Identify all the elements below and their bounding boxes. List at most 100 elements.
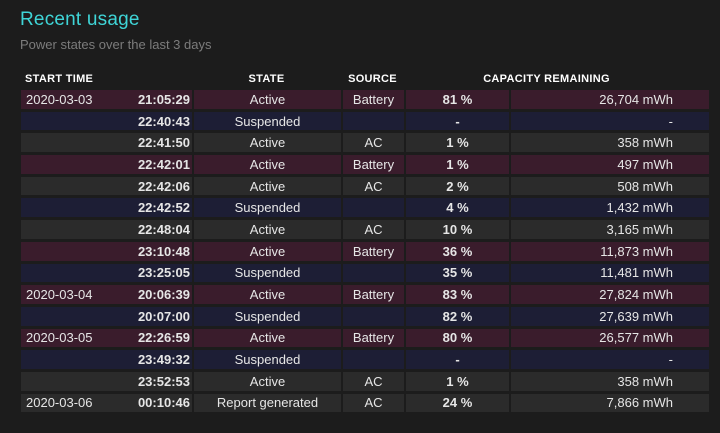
table-row: 22:42:01 Active Battery 1 % 497 mWh [21, 155, 709, 174]
col-header-source: SOURCE [348, 73, 397, 85]
capacity-mwh-cell: 508 mWh [509, 176, 709, 196]
start-date-cell [21, 371, 102, 391]
capacity-percent-cell: 10 % [404, 220, 509, 239]
capacity-mwh-cell: 11,873 mWh [509, 241, 709, 261]
source-cell [341, 350, 404, 369]
capacity-mwh-cell: - [509, 350, 709, 369]
start-date-cell: 2020-03-06 [21, 393, 102, 413]
start-date-cell [21, 306, 102, 326]
start-time-cell: 20:06:39 [102, 285, 192, 304]
start-date-cell: 2020-03-05 [21, 328, 102, 348]
start-date-cell [21, 155, 102, 174]
state-cell: Suspended [192, 198, 341, 218]
start-time-cell: 22:40:43 [102, 111, 192, 131]
table-row: 23:52:53 Active AC 1 % 358 mWh [21, 371, 709, 391]
table-row: 22:40:43 Suspended - - [21, 111, 709, 131]
start-date-cell [21, 133, 102, 153]
capacity-percent-cell: 83 % [404, 285, 509, 304]
start-date-cell: 2020-03-04 [21, 285, 102, 304]
start-date-cell: 2020-03-03 [21, 90, 102, 109]
capacity-percent-cell: 80 % [404, 328, 509, 348]
table-row: 20:07:00 Suspended 82 % 27,639 mWh [21, 306, 709, 326]
capacity-mwh-cell: 26,704 mWh [509, 90, 709, 109]
capacity-mwh-cell: 1,432 mWh [509, 198, 709, 218]
state-cell: Suspended [192, 306, 341, 326]
source-cell [341, 306, 404, 326]
table-row: 22:42:06 Active AC 2 % 508 mWh [21, 176, 709, 196]
start-date-cell [21, 111, 102, 131]
state-cell: Report generated [192, 393, 341, 413]
capacity-mwh-cell: 358 mWh [509, 133, 709, 153]
start-time-cell: 21:05:29 [102, 90, 192, 109]
start-time-cell: 23:25:05 [102, 263, 192, 283]
source-cell: AC [341, 371, 404, 391]
start-time-cell: 00:10:46 [102, 393, 192, 413]
start-time-cell: 22:26:59 [102, 328, 192, 348]
table-row: 2020-03-03 21:05:29 Active Battery 81 % 26,70… [21, 90, 709, 109]
capacity-mwh-cell: - [509, 111, 709, 131]
capacity-percent-cell: - [404, 350, 509, 369]
state-cell: Active [192, 285, 341, 304]
capacity-percent-cell: 82 % [404, 306, 509, 326]
source-cell: AC [341, 176, 404, 196]
start-time-cell: 22:42:01 [102, 155, 192, 174]
start-time-cell: 23:49:32 [102, 350, 192, 369]
table-row: 23:49:32 Suspended - - [21, 350, 709, 369]
source-cell [341, 111, 404, 131]
start-date-cell [21, 176, 102, 196]
start-date-cell [21, 350, 102, 369]
source-cell: Battery [341, 285, 404, 304]
capacity-mwh-cell: 27,824 mWh [509, 285, 709, 304]
state-cell: Suspended [192, 350, 341, 369]
start-time-cell: 23:10:48 [102, 241, 192, 261]
capacity-percent-cell: 4 % [404, 198, 509, 218]
source-cell [341, 198, 404, 218]
recent-usage-table: START TIME STATE SOURCE CAPACITY REMAINI… [21, 68, 709, 415]
source-cell: Battery [341, 328, 404, 348]
capacity-mwh-cell: 27,639 mWh [509, 306, 709, 326]
source-cell: AC [341, 393, 404, 413]
col-header-start-time: START TIME [25, 73, 94, 85]
section-subtitle: Power states over the last 3 days [20, 37, 212, 52]
state-cell: Suspended [192, 111, 341, 131]
capacity-mwh-cell: 497 mWh [509, 155, 709, 174]
start-time-cell: 23:52:53 [102, 371, 192, 391]
start-time-cell: 22:48:04 [102, 220, 192, 239]
capacity-percent-cell: 36 % [404, 241, 509, 261]
capacity-percent-cell: 24 % [404, 393, 509, 413]
table-row: 22:42:52 Suspended 4 % 1,432 mWh [21, 198, 709, 218]
state-cell: Active [192, 371, 341, 391]
table-header-row: START TIME STATE SOURCE CAPACITY REMAINI… [21, 71, 709, 87]
table-row: 2020-03-05 22:26:59 Active Battery 80 % 26,57… [21, 328, 709, 348]
state-cell: Active [192, 155, 341, 174]
start-date-cell [21, 220, 102, 239]
capacity-percent-cell: 1 % [404, 155, 509, 174]
table-row: 23:25:05 Suspended 35 % 11,481 mWh [21, 263, 709, 283]
state-cell: Active [192, 133, 341, 153]
start-time-cell: 20:07:00 [102, 306, 192, 326]
start-time-cell: 22:42:52 [102, 198, 192, 218]
capacity-percent-cell: 2 % [404, 176, 509, 196]
capacity-percent-cell: 1 % [404, 371, 509, 391]
table-row: 2020-03-04 20:06:39 Active Battery 83 % 27,82… [21, 285, 709, 304]
start-date-cell [21, 198, 102, 218]
source-cell: AC [341, 133, 404, 153]
capacity-mwh-cell: 7,866 mWh [509, 393, 709, 413]
source-cell: Battery [341, 241, 404, 261]
source-cell: AC [341, 220, 404, 239]
capacity-percent-cell: 81 % [404, 90, 509, 109]
source-cell: Battery [341, 155, 404, 174]
table-row: 23:10:48 Active Battery 36 % 11,873 mWh [21, 241, 709, 261]
capacity-percent-cell: 1 % [404, 133, 509, 153]
start-time-cell: 22:41:50 [102, 133, 192, 153]
capacity-mwh-cell: 26,577 mWh [509, 328, 709, 348]
capacity-mwh-cell: 11,481 mWh [509, 263, 709, 283]
state-cell: Active [192, 90, 341, 109]
state-cell: Active [192, 328, 341, 348]
source-cell [341, 263, 404, 283]
capacity-percent-cell: - [404, 111, 509, 131]
state-cell: Active [192, 176, 341, 196]
source-cell: Battery [341, 90, 404, 109]
state-cell: Active [192, 241, 341, 261]
